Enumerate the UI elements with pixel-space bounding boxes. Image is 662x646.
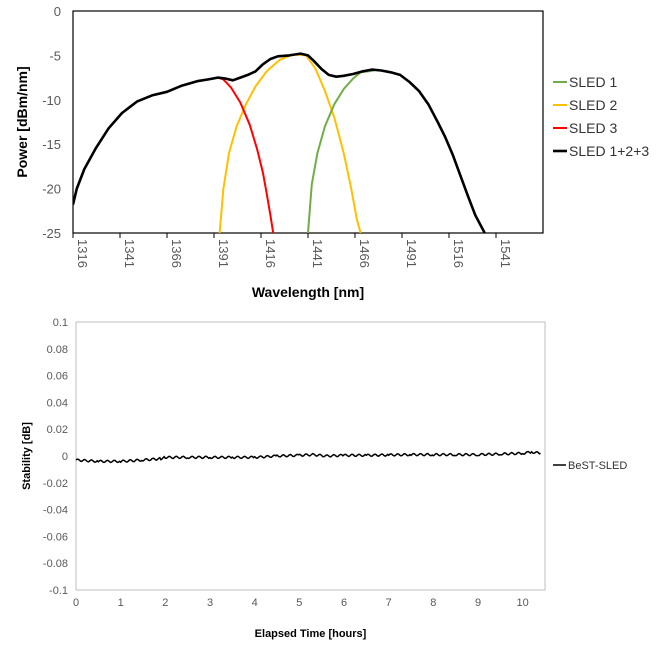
x-axis-title: Wavelength [nm] — [252, 284, 364, 300]
y-tick-label: -10 — [42, 93, 61, 108]
series-line-sled-3 — [217, 76, 275, 233]
y-axis-title: Stability [dB] — [21, 422, 33, 490]
y-axis-title: Power [dBm/nm] — [14, 66, 30, 177]
y-tick-label: -0.02 — [43, 478, 68, 490]
y-tick-label: -0.1 — [49, 585, 68, 597]
y-tick-label: -0.04 — [43, 505, 68, 517]
x-tick-label: 1316 — [75, 239, 90, 268]
plot-frame — [75, 321, 546, 591]
y-tick-label: -15 — [42, 137, 61, 152]
y-tick-label: -0.08 — [43, 558, 68, 570]
y-tick-label: 0 — [62, 451, 68, 463]
y-tick-label: 0.08 — [47, 344, 68, 356]
legend-label: SLED 1 — [569, 74, 617, 90]
x-tick-label: 4 — [252, 597, 258, 609]
y-tick-label: 0.02 — [47, 424, 68, 436]
x-tick-label: 1416 — [263, 239, 278, 268]
series-line-sled-2 — [218, 53, 362, 233]
y-tick-label: -25 — [42, 226, 61, 241]
x-tick-label: 8 — [430, 597, 436, 609]
spectrum-chart: 0 -5 -10 -15 -20 -25 1316 1341 1366 1391 1416 1441 1… — [14, 4, 649, 300]
series-line-best-sled — [75, 450, 541, 464]
y-tick-label: 0.04 — [47, 397, 68, 409]
x-tick-label: 1491 — [404, 239, 419, 268]
stability-chart: 0.1 0.08 0.06 0.04 0.02 0 -0.02 -0.04 -0.06 -0.08… — [21, 317, 627, 640]
x-tick-label: 1366 — [169, 239, 184, 268]
y-tick-label: 0.1 — [53, 317, 68, 329]
y-tick-label: -0.06 — [43, 531, 68, 543]
y-tick-label: -5 — [49, 48, 61, 63]
legend-label: SLED 3 — [569, 120, 617, 136]
x-axis-title: Elapsed Time [hours] — [255, 628, 367, 640]
x-tick-label: 9 — [475, 597, 481, 609]
x-tick-label: 1441 — [310, 239, 325, 268]
y-tick-label: 0 — [54, 4, 61, 19]
x-tick-label: 1466 — [357, 239, 372, 268]
x-tick-label: 7 — [386, 597, 392, 609]
series-line-sled-1-2-3 — [73, 52, 486, 233]
legend-label: SLED 1+2+3 — [569, 143, 649, 159]
x-tick-label: 1516 — [451, 239, 466, 268]
legend-label: BeST-SLED — [568, 460, 627, 472]
y-tick-label: 0.06 — [47, 371, 68, 383]
x-tick-label: 1 — [118, 597, 124, 609]
x-tick-label: 10 — [517, 597, 529, 609]
x-tick-label: 1341 — [122, 239, 137, 268]
x-tick-label: 2 — [162, 597, 168, 609]
x-tick-label: 0 — [73, 597, 79, 609]
series-line-sled-1 — [307, 69, 374, 233]
x-tick-label: 1391 — [216, 239, 231, 268]
x-tick-label: 1541 — [498, 239, 513, 268]
x-tick-label: 6 — [341, 597, 347, 609]
plot-frame — [72, 10, 544, 234]
legend-label: SLED 2 — [569, 97, 617, 113]
y-tick-label: -20 — [42, 182, 61, 197]
x-tick-label: 5 — [296, 597, 302, 609]
x-tick-label: 3 — [207, 597, 213, 609]
